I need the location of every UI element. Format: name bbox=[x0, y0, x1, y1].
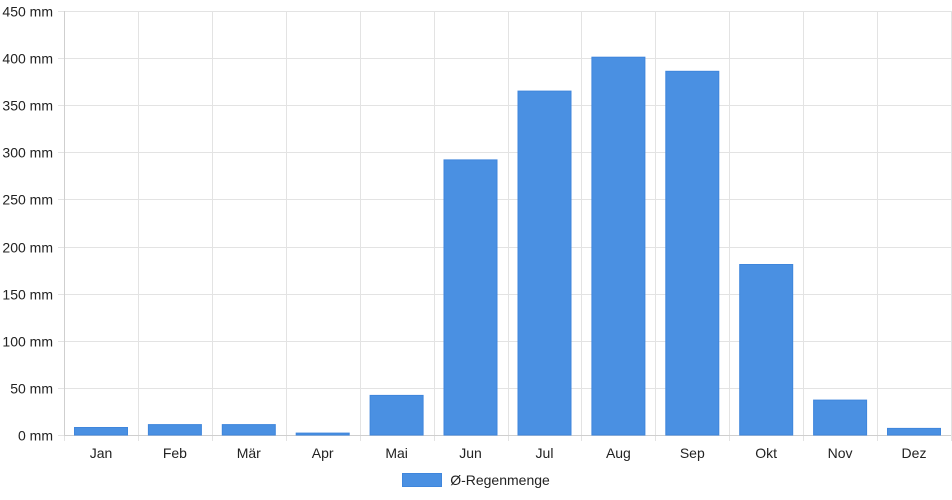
bar-okt bbox=[739, 264, 794, 436]
x-tick-label: Sep bbox=[680, 445, 705, 461]
x-tick-label: Apr bbox=[312, 445, 334, 461]
bar-apr bbox=[295, 432, 350, 436]
y-tick-label: 300 mm bbox=[2, 145, 53, 161]
bar-nov bbox=[813, 399, 868, 436]
bar-mai bbox=[369, 394, 424, 436]
y-tick-label: 50 mm bbox=[10, 381, 53, 397]
x-tick-label: Aug bbox=[606, 445, 631, 461]
legend-label: Ø-Regenmenge bbox=[450, 472, 550, 488]
bar-sep bbox=[665, 70, 720, 436]
bar-jul bbox=[517, 90, 572, 436]
y-tick-label: 400 mm bbox=[2, 51, 53, 67]
x-tick-label: Nov bbox=[828, 445, 853, 461]
y-tick-label: 450 mm bbox=[2, 4, 53, 20]
y-tick-label: 0 mm bbox=[18, 428, 53, 444]
x-tick-label: Mai bbox=[385, 445, 408, 461]
x-tick-label: Mär bbox=[237, 445, 261, 461]
bar-feb bbox=[147, 424, 202, 436]
x-tick-label: Jun bbox=[459, 445, 482, 461]
bar-jan bbox=[74, 427, 128, 436]
x-tick-label: Jul bbox=[536, 445, 554, 461]
y-tick-label: 250 mm bbox=[2, 192, 53, 208]
legend-swatch bbox=[402, 473, 443, 487]
x-tick-label: Dez bbox=[902, 445, 927, 461]
x-tick-label: Jan bbox=[90, 445, 113, 461]
y-tick-label: 200 mm bbox=[2, 240, 53, 256]
legend[interactable]: Ø-Regenmenge bbox=[0, 472, 952, 488]
y-tick-label: 100 mm bbox=[2, 334, 53, 350]
y-tick-label: 150 mm bbox=[2, 287, 53, 303]
y-tick-label: 350 mm bbox=[2, 98, 53, 114]
bar-jun bbox=[443, 159, 498, 436]
bar-aug bbox=[591, 56, 646, 436]
bar-dez bbox=[887, 427, 941, 436]
x-tick-label: Okt bbox=[755, 445, 777, 461]
bar-mär bbox=[221, 424, 276, 436]
x-tick-label: Feb bbox=[163, 445, 187, 461]
